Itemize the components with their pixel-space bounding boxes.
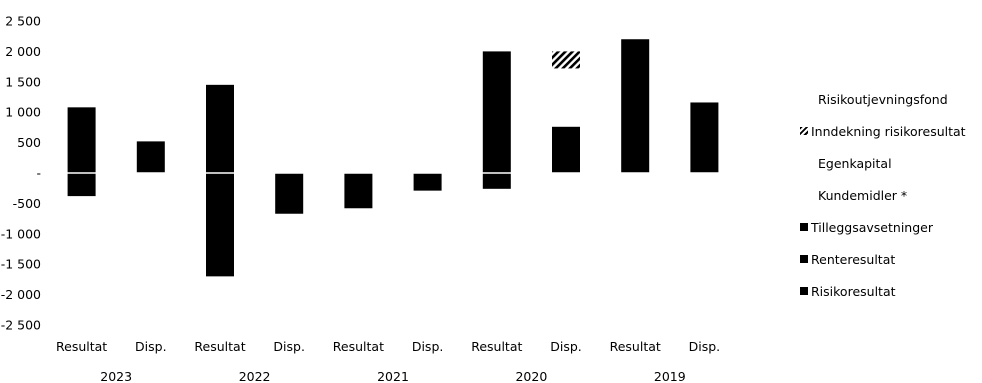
bar-segment-egenkapital (690, 102, 719, 173)
legend-swatch (800, 127, 808, 135)
legend-swatch (800, 223, 808, 231)
x-category-label: Disp. (273, 339, 305, 354)
legend-swatch (800, 287, 808, 295)
bars (47, 39, 739, 277)
bar-segment-risikoresultat (206, 84, 234, 173)
y-tick-label: 1 000 (5, 105, 41, 120)
bar-segment-kundemidler (275, 173, 304, 214)
x-category-label: Disp. (550, 339, 582, 354)
legend-item: Kundemidler * (800, 185, 907, 205)
bar-segment-risikoresultat (621, 39, 650, 173)
x-category-label: Resultat (56, 339, 107, 354)
legend-item: Risikoresultat (800, 281, 896, 301)
y-tick-label: 500 (17, 135, 41, 150)
y-tick-label: -1 000 (1, 226, 41, 241)
x-category-label: Resultat (194, 339, 245, 354)
y-tick-label: - (36, 166, 41, 181)
legend-item: Egenkapital (800, 153, 892, 173)
x-year-label: 2023 (100, 369, 132, 383)
y-tick-label: 2 500 (5, 14, 41, 29)
x-year-label: 2022 (239, 369, 271, 383)
bar-segment-renteresultat (344, 173, 373, 209)
x-category-label: Disp. (689, 339, 721, 354)
y-tick-label: -1 500 (1, 257, 41, 272)
legend-label: Renteresultat (811, 251, 896, 267)
bar-segment-inndekning-risikoresultat (552, 51, 580, 69)
legend-item: Renteresultat (800, 249, 895, 269)
legend-item: Risikoutjevningsfond (800, 89, 948, 109)
bar-segment-renteresultat (482, 173, 511, 189)
legend-label: Risikoutjevningsfond (818, 91, 948, 107)
y-tick-label: 1 500 (5, 74, 41, 89)
legend-swatch (800, 255, 808, 263)
y-tick-label: 2 000 (5, 44, 41, 59)
bar-segment-egenkapital (136, 141, 165, 173)
x-category-label: Resultat (471, 339, 522, 354)
bar-segment-risikoresultat (67, 107, 96, 173)
y-tick-label: -2 000 (1, 287, 41, 302)
x-year-label: 2019 (654, 369, 686, 383)
x-category-label: Resultat (333, 339, 384, 354)
legend-label: Inndekning risikoresultat (811, 123, 966, 139)
legend-label: Kundemidler * (818, 187, 908, 203)
bar-segment-risikoresultat (482, 51, 511, 173)
legend-label: Egenkapital (818, 155, 892, 171)
legend-item: Tilleggsavsetninger (800, 217, 933, 237)
x-year-label: 2020 (515, 369, 547, 383)
x-year-label: 2021 (377, 369, 409, 383)
x-category-label: Disp. (135, 339, 167, 354)
legend-item: Inndekning risikoresultat (800, 121, 966, 141)
bar-segment-egenkapital (552, 126, 580, 173)
bar-segment-renteresultat (67, 173, 96, 197)
x-axis: Resultat Disp. 2023 Resultat Disp. 2022 Result… (56, 339, 720, 383)
x-category-label: Disp. (412, 339, 444, 354)
bar-segment-renteresultat (206, 173, 234, 277)
legend-label: Tilleggsavsetninger (811, 219, 933, 235)
x-category-label: Resultat (610, 339, 661, 354)
y-tick-label: -2 500 (1, 318, 41, 333)
y-axis: 2 500 2 000 1 500 1 000 500 - -500 -1 000 -1 500… (1, 14, 41, 333)
legend-label: Risikoresultat (811, 283, 896, 299)
y-tick-label: -500 (13, 196, 41, 211)
bar-segment-kundemidler (413, 173, 442, 191)
